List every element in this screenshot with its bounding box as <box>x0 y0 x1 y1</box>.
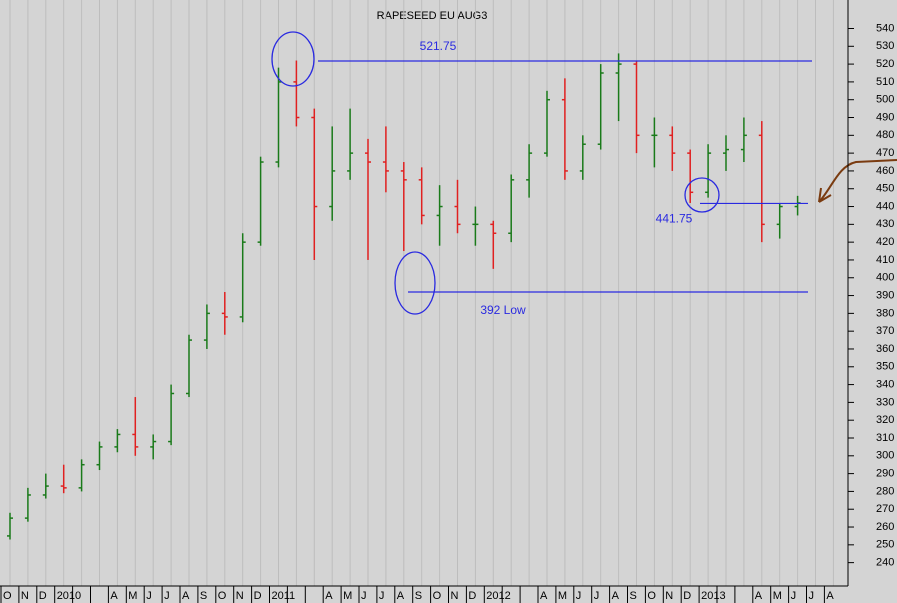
circle <box>684 177 720 213</box>
level-label: 392 Low <box>480 303 526 317</box>
x-tick-label: 2011 <box>272 590 296 602</box>
y-tick-label: 500 <box>876 94 894 106</box>
y-tick-label: 270 <box>876 503 894 515</box>
x-tick-label: N <box>665 590 673 602</box>
x-tick-label: D <box>254 590 262 602</box>
x-tick-label: M <box>773 590 782 602</box>
x-tick-label: M <box>128 590 137 602</box>
y-tick-label: 240 <box>876 557 894 569</box>
x-tick-label: N <box>21 590 29 602</box>
y-tick-label: 430 <box>876 218 894 230</box>
y-tick-label: 530 <box>876 40 894 52</box>
y-tick-label: 300 <box>876 450 894 462</box>
axes: O N D 2010 A M J J A S O N D 2011 A M J J A S O N D 2012 A M J J A S O… <box>0 22 894 603</box>
x-tick-label: M <box>558 590 567 602</box>
y-tick-label: 480 <box>876 129 894 141</box>
x-tick-label: N <box>451 590 459 602</box>
y-tick-label: 540 <box>876 22 894 34</box>
x-tick-label: J <box>809 590 815 602</box>
y-tick-label: 380 <box>876 307 894 319</box>
x-tick-label: O <box>3 590 12 602</box>
y-tick-label: 510 <box>876 76 894 88</box>
y-tick-label: 370 <box>876 325 894 337</box>
x-tick-label: M <box>343 590 352 602</box>
arrow <box>818 159 897 203</box>
x-tick-label: A <box>612 590 620 602</box>
x-tick-label: J <box>379 590 385 602</box>
x-tick-label: S <box>200 590 207 602</box>
x-tick-label: J <box>791 590 797 602</box>
y-tick-label: 450 <box>876 183 894 195</box>
arrow-head <box>818 187 832 203</box>
y-tick-label: 470 <box>876 147 894 159</box>
x-tick-label: D <box>468 590 476 602</box>
level-label: 521.75 <box>420 39 457 53</box>
y-tick-label: 250 <box>876 539 894 551</box>
x-tick-label: 2013 <box>701 590 725 602</box>
y-tick-label: 340 <box>876 378 894 390</box>
y-tick-label: 420 <box>876 236 894 248</box>
y-tick-label: 520 <box>876 58 894 70</box>
x-tick-label: O <box>218 590 227 602</box>
level-label: 441.75 <box>656 212 693 226</box>
x-tick-label: 2010 <box>57 590 81 602</box>
y-tick-label: 410 <box>876 254 894 266</box>
x-tick-label: A <box>110 590 118 602</box>
x-tick-label: A <box>540 590 548 602</box>
y-tick-label: 400 <box>876 272 894 284</box>
x-tick-label: D <box>39 590 47 602</box>
y-tick-label: 440 <box>876 200 894 212</box>
x-tick-label: A <box>826 590 834 602</box>
y-tick-label: 390 <box>876 289 894 301</box>
circle <box>271 31 315 87</box>
x-tick-label: O <box>647 590 656 602</box>
x-tick-label: J <box>146 590 152 602</box>
annotations: 521.75 441.75 392 Low <box>271 31 897 317</box>
y-tick-label: 260 <box>876 521 894 533</box>
y-tick-label: 310 <box>876 432 894 444</box>
y-tick-label: 350 <box>876 361 894 373</box>
x-tick-label: D <box>683 590 691 602</box>
x-tick-label: A <box>397 590 405 602</box>
x-tick-label: S <box>630 590 637 602</box>
y-tick-label: 290 <box>876 468 894 480</box>
x-tick-label: S <box>415 590 422 602</box>
x-tick-label: J <box>361 590 367 602</box>
circle <box>394 251 436 315</box>
bars <box>7 53 801 540</box>
x-tick-label: O <box>433 590 442 602</box>
y-tick-label: 360 <box>876 343 894 355</box>
x-tick-label: N <box>236 590 244 602</box>
x-tick-label: A <box>182 590 190 602</box>
plot-area <box>0 0 848 586</box>
y-tick-label: 320 <box>876 414 894 426</box>
x-tick-label: J <box>576 590 582 602</box>
x-tick-label: J <box>164 590 170 602</box>
x-tick-label: 2012 <box>486 590 510 602</box>
y-tick-label: 330 <box>876 396 894 408</box>
x-tick-label: A <box>325 590 333 602</box>
y-tick-label: 460 <box>876 165 894 177</box>
y-tick-label: 280 <box>876 485 894 497</box>
x-tick-label: J <box>594 590 600 602</box>
chart-title: RAPESEED EU AUG3 <box>377 10 488 22</box>
y-tick-label: 490 <box>876 111 894 123</box>
x-tick-label: A <box>755 590 763 602</box>
